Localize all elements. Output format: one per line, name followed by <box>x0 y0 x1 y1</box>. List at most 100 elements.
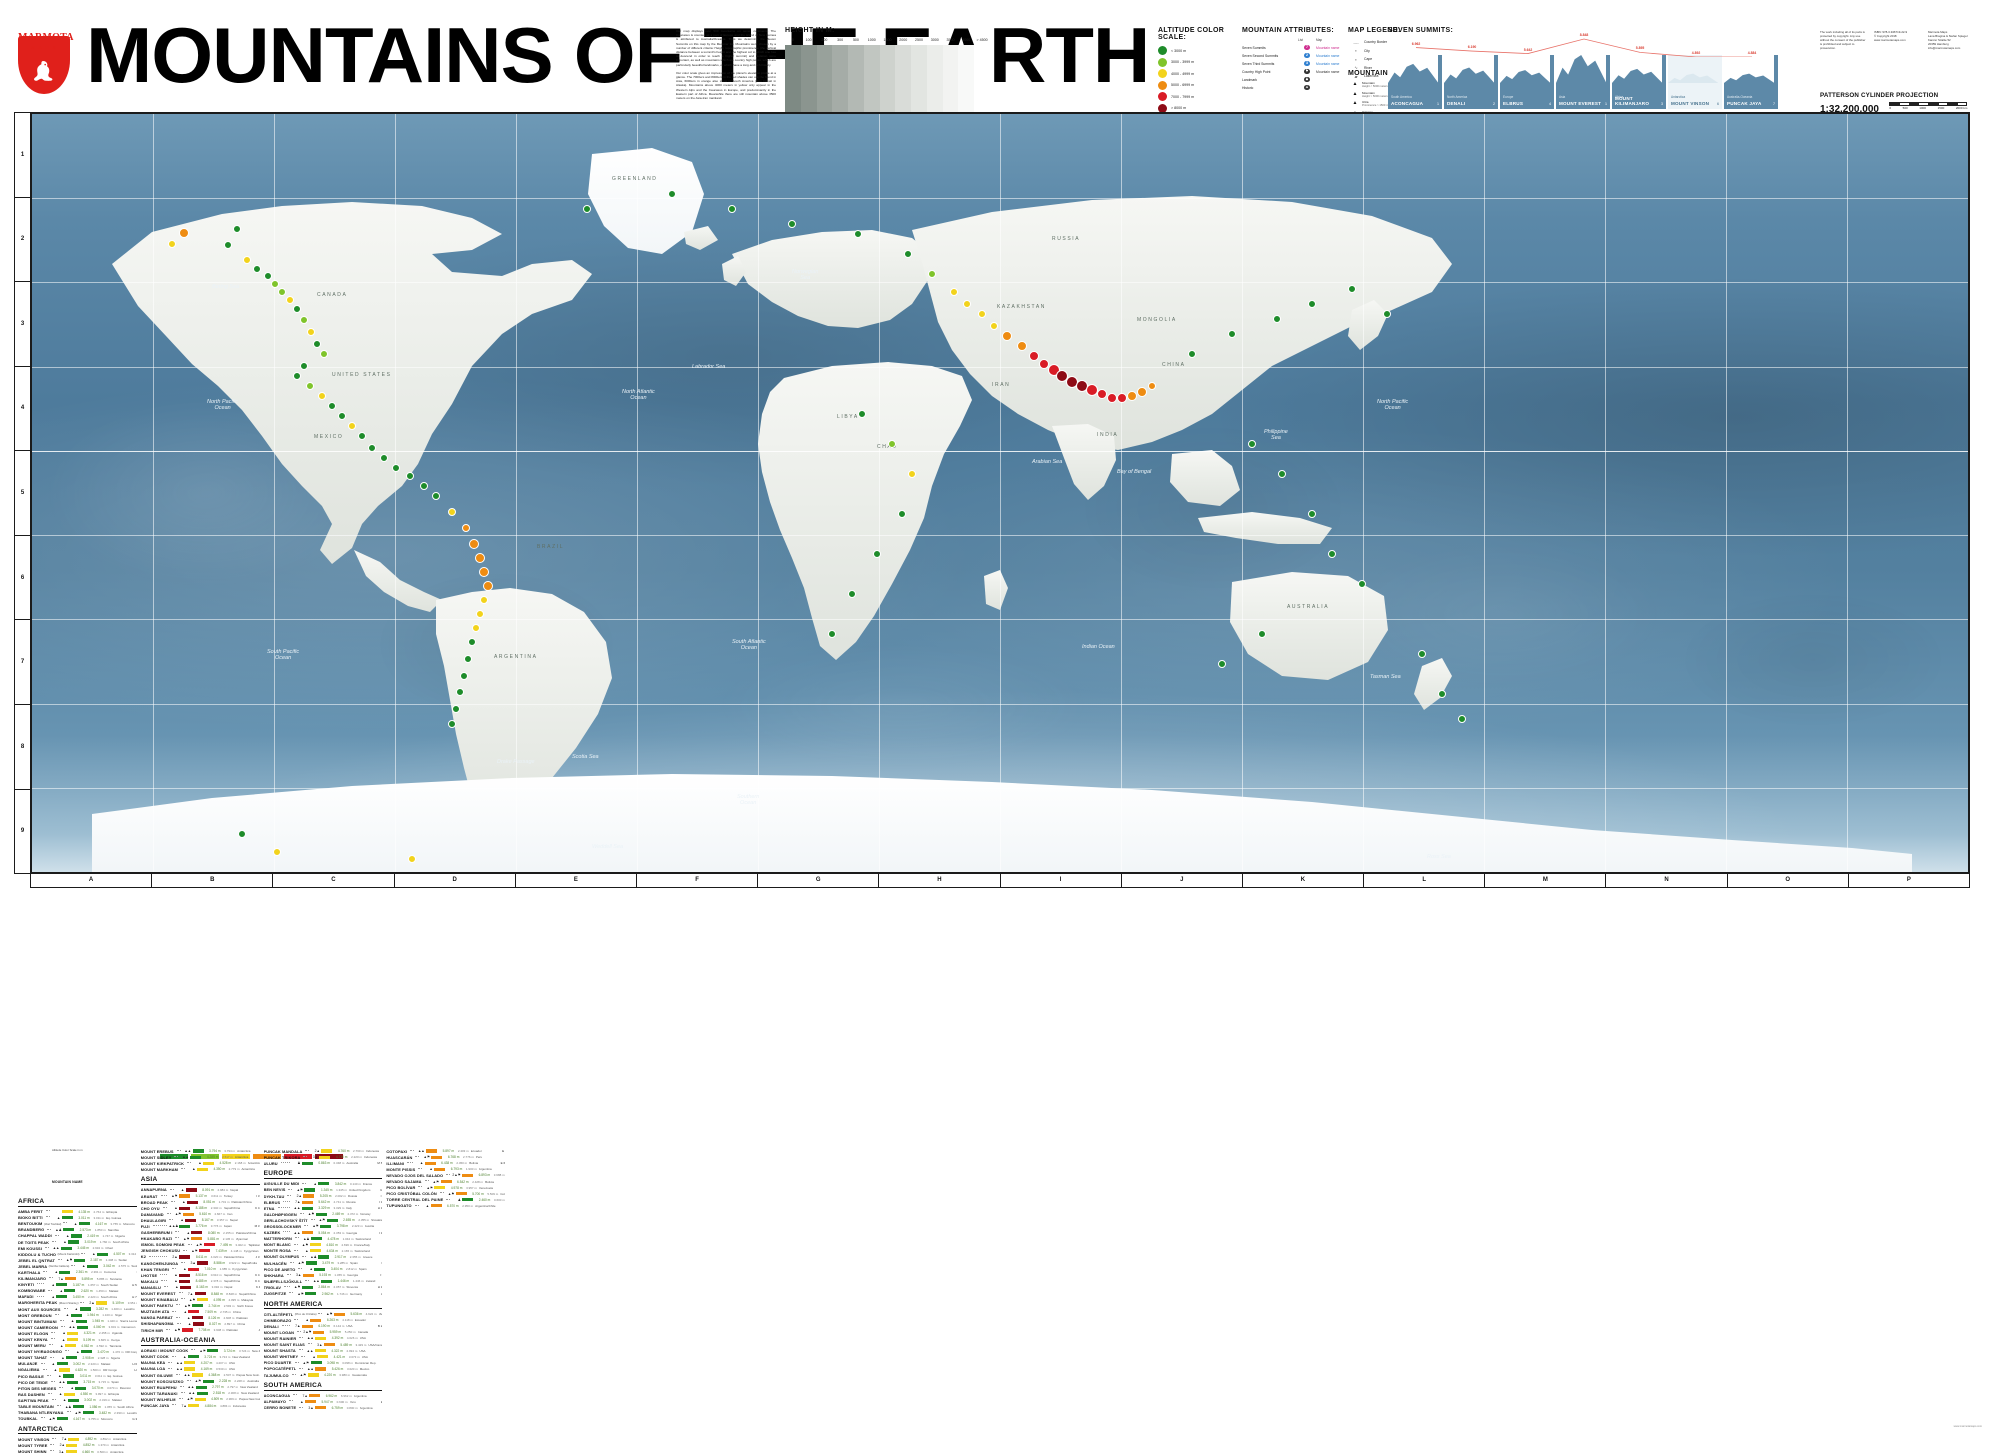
mountain-pin[interactable] <box>1188 350 1196 358</box>
mountain-pin[interactable] <box>928 270 936 278</box>
mountain-pin[interactable] <box>1258 630 1266 638</box>
index-row[interactable]: TUPUNGATO▲6.570 m2.950 mArgentina/ChileE… <box>386 1203 505 1209</box>
mountain-pin[interactable] <box>306 382 314 390</box>
mountain-pin[interactable] <box>978 310 986 318</box>
mountain-pin[interactable] <box>1097 389 1107 399</box>
mountain-pin[interactable] <box>278 288 286 296</box>
mountain-pin[interactable] <box>1029 351 1039 361</box>
mountain-pin[interactable] <box>271 280 279 288</box>
mountain-pin[interactable] <box>904 250 912 258</box>
mountain-pin[interactable] <box>479 567 489 577</box>
mountain-pin[interactable] <box>1438 690 1446 698</box>
mountain-pin[interactable] <box>848 590 856 598</box>
mountain-pin[interactable] <box>420 482 428 490</box>
mountain-pin[interactable] <box>408 855 416 863</box>
mountain-pin[interactable] <box>168 240 176 248</box>
mountain-pin[interactable] <box>464 655 472 663</box>
mountain-pin[interactable] <box>300 316 308 324</box>
mountain-pin[interactable] <box>432 492 440 500</box>
mountain-pin[interactable] <box>828 630 836 638</box>
mountain-pin[interactable] <box>392 464 400 472</box>
mountain-pin[interactable] <box>950 288 958 296</box>
mountain-pin[interactable] <box>293 372 301 380</box>
mountain-pin[interactable] <box>264 272 272 280</box>
mountain-pin[interactable] <box>908 470 916 478</box>
mountain-pin[interactable] <box>318 392 326 400</box>
mountain-pin[interactable] <box>273 848 281 856</box>
mountain-pin[interactable] <box>1218 660 1226 668</box>
mountain-pin[interactable] <box>462 524 470 532</box>
mountain-pin[interactable] <box>483 581 493 591</box>
mountain-pin[interactable] <box>1308 510 1316 518</box>
mountain-pin[interactable] <box>1107 393 1117 403</box>
mountain-pin[interactable] <box>468 638 476 646</box>
mountain-pin[interactable] <box>476 610 484 618</box>
mountain-pin[interactable] <box>1418 650 1426 658</box>
mountain-pin[interactable] <box>1358 580 1366 588</box>
mountain-pin[interactable] <box>583 205 591 213</box>
mountain-pin[interactable] <box>179 228 189 238</box>
mountain-pin[interactable] <box>286 296 294 304</box>
mountain-pin[interactable] <box>1328 550 1336 558</box>
mountain-pin[interactable] <box>456 688 464 696</box>
mountain-pin[interactable] <box>243 256 251 264</box>
mountain-pin[interactable] <box>253 265 261 273</box>
index-row[interactable]: ZUGSPITZE▲⚑2.962 m1.746 mGermanyH 3 <box>264 1290 383 1296</box>
mountain-pin[interactable] <box>1228 330 1236 338</box>
mountain-pin[interactable] <box>358 432 366 440</box>
mountain-pin[interactable] <box>873 550 881 558</box>
mountain-pin[interactable] <box>406 472 414 480</box>
mountain-pin[interactable] <box>1383 310 1391 318</box>
mountain-pin[interactable] <box>452 705 460 713</box>
mountain-pin[interactable] <box>1002 331 1012 341</box>
mountain-pin[interactable] <box>338 412 346 420</box>
index-row[interactable]: TAJUMULCO▲⚑4.220 m3.980 mGuatemalaD 4 <box>264 1372 383 1378</box>
mountain-pin[interactable] <box>1273 315 1281 323</box>
index-row[interactable]: TIRICH MIR▲⚑7.708 m3.908 mPakistanJ 3 <box>141 1327 260 1333</box>
mountain-pin[interactable] <box>1127 391 1137 401</box>
mountain-pin[interactable] <box>990 322 998 330</box>
mountain-pin[interactable] <box>313 340 321 348</box>
mountain-pin[interactable] <box>293 305 301 313</box>
mountain-pin[interactable] <box>224 241 232 249</box>
mountain-pin[interactable] <box>1348 285 1356 293</box>
mountain-pin[interactable] <box>1017 341 1027 351</box>
mountain-pin[interactable] <box>1148 382 1156 390</box>
mountain-pin[interactable] <box>448 720 456 728</box>
mountain-pin[interactable] <box>328 402 336 410</box>
mountain-pin[interactable] <box>307 328 315 336</box>
mountain-pin[interactable] <box>460 672 468 680</box>
mountain-pin[interactable] <box>854 230 862 238</box>
mountain-pin[interactable] <box>668 190 676 198</box>
mountain-pin[interactable] <box>963 300 971 308</box>
mountain-pin[interactable] <box>472 624 480 632</box>
mountain-pin[interactable] <box>300 362 308 370</box>
mountain-pin[interactable] <box>380 454 388 462</box>
mountain-pin[interactable] <box>368 444 376 452</box>
mountain-pin[interactable] <box>233 225 241 233</box>
mountain-pin[interactable] <box>888 440 896 448</box>
mountain-pin[interactable] <box>728 205 736 213</box>
mountain-pin[interactable] <box>480 596 488 604</box>
mountain-pin[interactable] <box>858 410 866 418</box>
mountain-pin[interactable] <box>1117 393 1127 403</box>
mountain-pin[interactable] <box>448 508 456 516</box>
mountain-pin[interactable] <box>788 220 796 228</box>
mountain-pin[interactable] <box>898 510 906 518</box>
mountain-pin[interactable] <box>1308 300 1316 308</box>
mountain-pin[interactable] <box>348 422 356 430</box>
mountain-pin[interactable] <box>475 553 485 563</box>
